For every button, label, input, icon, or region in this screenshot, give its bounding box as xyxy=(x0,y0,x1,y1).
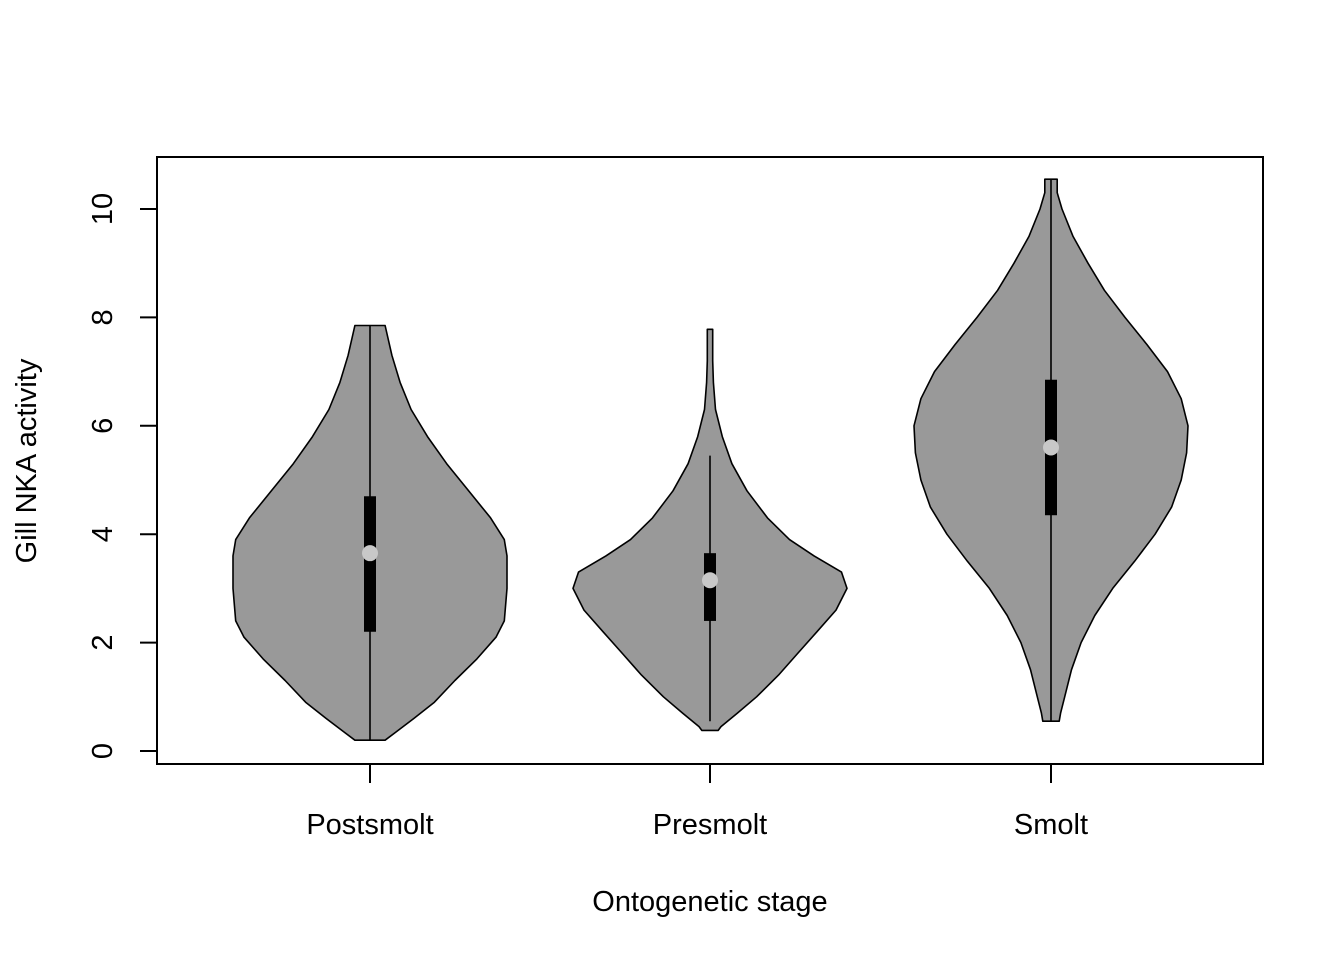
y-tick-label: 0 xyxy=(87,743,119,759)
median-marker xyxy=(1043,439,1059,456)
y-tick-label: 10 xyxy=(87,193,119,225)
x-tick-label: Smolt xyxy=(1014,809,1088,841)
x-axis: Postsmolt Presmolt Smolt xyxy=(306,764,1088,841)
y-tick-label: 6 xyxy=(87,418,119,434)
violin-smolt xyxy=(913,178,1189,722)
median-marker xyxy=(362,545,378,562)
y-tick-label: 2 xyxy=(87,635,119,651)
y-tick-label: 4 xyxy=(87,526,119,542)
violins-layer xyxy=(232,178,1189,741)
iqr-box xyxy=(364,496,376,632)
x-axis-title: Ontogenetic stage xyxy=(592,886,827,918)
x-tick-label: Postsmolt xyxy=(306,809,433,841)
violin-presmolt xyxy=(572,328,848,732)
y-axis: 0 2 4 6 8 10 xyxy=(87,193,157,759)
y-tick-label: 8 xyxy=(87,309,119,325)
x-tick-label: Presmolt xyxy=(653,809,767,841)
median-marker xyxy=(702,572,718,589)
y-axis-title: Gill NKA activity xyxy=(11,358,43,563)
violin-postsmolt xyxy=(232,324,508,741)
